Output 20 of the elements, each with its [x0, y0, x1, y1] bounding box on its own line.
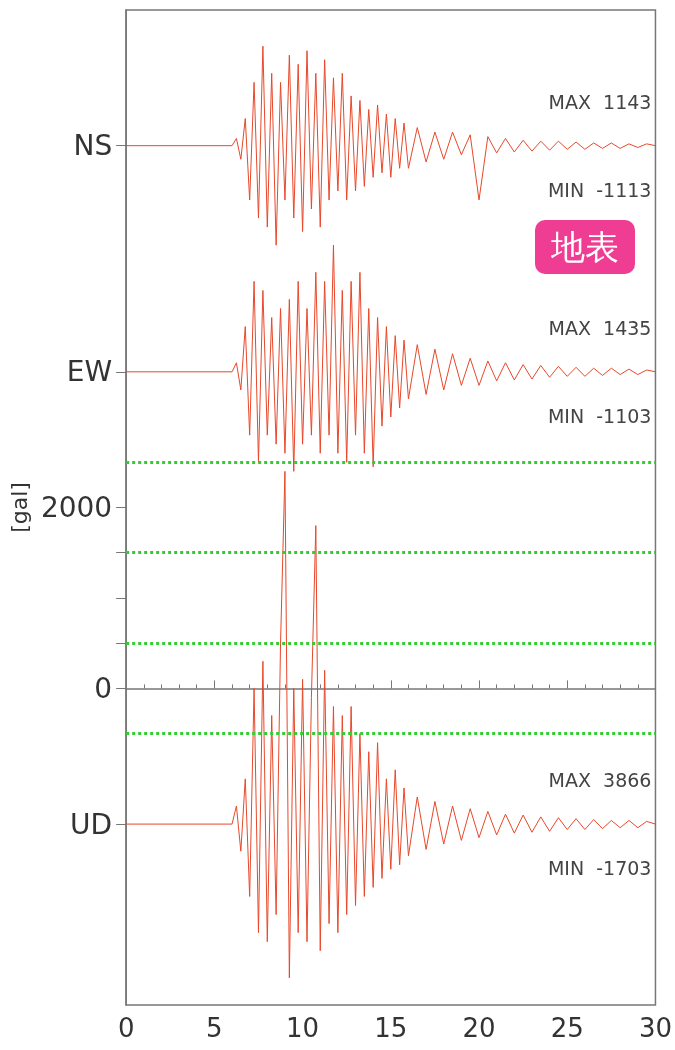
x-tick-label: 0 [117, 1013, 135, 1043]
x-tick-label: 5 [206, 1013, 223, 1043]
x-tick-label: 15 [374, 1013, 408, 1043]
y-axis-title: [gal] [6, 482, 32, 533]
annotation: MAX 1435 [548, 316, 652, 339]
annotation: MAX 1143 [548, 90, 652, 113]
y-tick-label: NS [73, 129, 113, 163]
annotation: MIN -1103 [547, 404, 652, 427]
x-tick-label: 10 [286, 1013, 320, 1043]
annotation: 地表 [550, 227, 619, 267]
x-tick-label: 25 [550, 1013, 584, 1043]
annotation: MAX 3866 [548, 769, 652, 792]
y-tick-label: EW [66, 355, 113, 389]
annotation: MIN -1113 [547, 178, 652, 201]
annotation: MIN -1703 [547, 857, 652, 880]
x-tick-label: 30 [638, 1013, 672, 1043]
y-tick-label: UD [70, 807, 113, 841]
y-tick-label: 0 [94, 671, 113, 705]
y-tick-label: 2000 [40, 491, 113, 524]
x-tick-label: 20 [462, 1013, 496, 1043]
